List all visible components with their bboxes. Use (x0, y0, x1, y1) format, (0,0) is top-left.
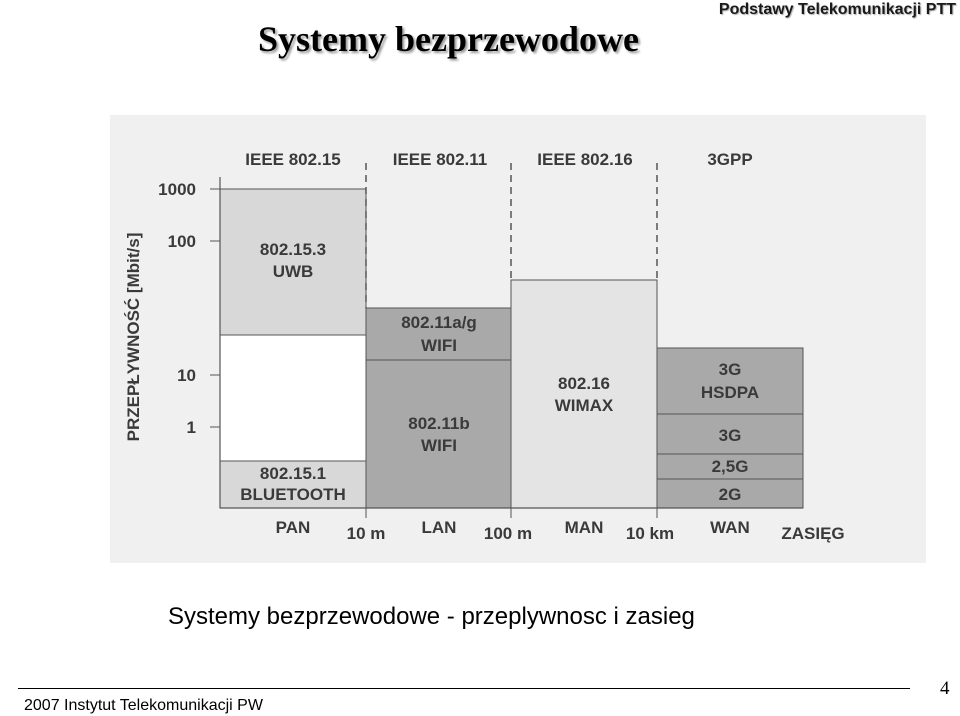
course-name: Podstawy Telekomunikacji PTT (718, 1, 956, 18)
y-tick-label-1: 1 (187, 418, 196, 437)
page-number: 4 (940, 678, 950, 699)
standard-ieee-802-11: IEEE 802.11 (393, 150, 488, 169)
uwb-box (219, 188, 367, 336)
bluetooth-box (219, 460, 367, 509)
y-tick-label-1000: 1000 (158, 180, 196, 199)
g2-label: 2G (719, 485, 742, 504)
wifi-ag-box (365, 307, 512, 361)
standard-ieee-802-16: IEEE 802.16 (537, 150, 632, 169)
g25-label: 2,5G (712, 457, 749, 476)
y-axis-label: PRZEPŁYWNOŚĆ [Mbit/s] (124, 233, 143, 442)
network-wan: WAN (710, 518, 750, 537)
figure-caption: Systemy bezprzewodowe - przeplywnosc i z… (168, 603, 695, 630)
bluetooth-label-line2: BLUETOOTH (240, 485, 345, 504)
wimax-box (510, 279, 658, 509)
network-man: MAN (565, 518, 604, 537)
y-tick-label-10: 10 (177, 366, 196, 385)
slide-title: Systemy bezprzewodowe (258, 19, 639, 59)
standard-3gpp: 3GPP (707, 150, 752, 169)
standard-ieee-802-15: IEEE 802.15 (245, 150, 340, 169)
range-10m: 10 m (347, 524, 386, 543)
footer-text: 2007 Instytut Telekomunikacji PW (24, 697, 263, 714)
wireless-systems-diagram: PRZEPŁYWNOŚĆ [Mbit/s] 1000 100 10 1 IEEE… (110, 115, 926, 563)
hsdpa-box (656, 347, 804, 415)
hsdpa-label-line1: 3G (719, 360, 742, 379)
diagram-svg: PRZEPŁYWNOŚĆ [Mbit/s] 1000 100 10 1 IEEE… (124, 150, 845, 543)
pan-empty-area (219, 334, 367, 462)
g3-label: 3G (719, 426, 742, 445)
network-lan: LAN (422, 518, 457, 537)
wifi-b-label-line1: 802.11b (408, 414, 469, 433)
wimax-label-line2: WIMAX (555, 396, 614, 415)
g3-box (656, 413, 804, 455)
g2-box (656, 478, 804, 509)
y-tick-label-100: 100 (168, 232, 196, 251)
uwb-label-line2: UWB (273, 262, 314, 281)
bluetooth-label-line1: 802.15.1 (260, 464, 326, 483)
network-pan: PAN (276, 518, 311, 537)
range-10km: 10 km (626, 524, 674, 543)
wifi-ag-label-line1: 802.11a/g (401, 313, 477, 332)
footer-divider (18, 688, 910, 689)
x-axis-label: ZASIĘG (781, 524, 844, 543)
hsdpa-label-line2: HSDPA (701, 383, 759, 402)
wifi-b-label-line2: WIFI (421, 436, 457, 455)
range-100m: 100 m (484, 524, 532, 543)
wifi-ag-label-line2: WIFI (421, 336, 457, 355)
wimax-label-line1: 802.16 (558, 374, 610, 393)
wifi-b-box (365, 359, 512, 509)
uwb-label-line1: 802.15.3 (260, 240, 326, 259)
